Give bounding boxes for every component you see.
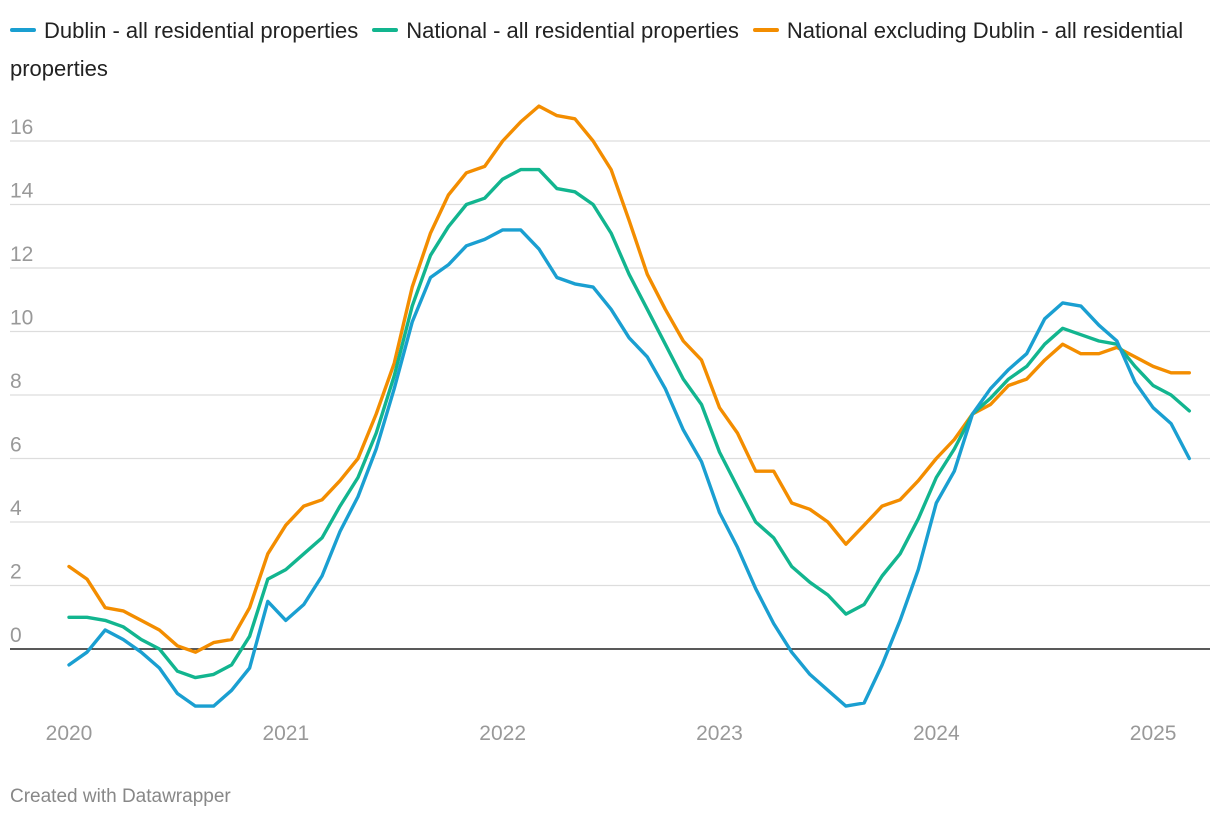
y-tick-label: 4 xyxy=(10,497,22,520)
series-line-0 xyxy=(67,228,1191,708)
series-line-1 xyxy=(67,167,1191,680)
x-tick-label: 2025 xyxy=(1130,722,1177,745)
y-tick-label: 8 xyxy=(10,370,22,393)
legend-label: National excluding Dublin - all resident… xyxy=(10,18,1184,81)
y-tick-label: 12 xyxy=(10,243,33,266)
y-tick-label: 2 xyxy=(10,561,22,584)
legend-label: Dublin - all residential properties xyxy=(44,18,359,43)
chart-legend: Dublin - all residential properties Natio… xyxy=(10,12,1210,88)
legend-item: National - all residential properties xyxy=(372,18,739,43)
legend-swatch xyxy=(372,28,399,33)
x-tick-label: 2022 xyxy=(479,722,526,745)
y-tick-label: 6 xyxy=(10,434,22,457)
legend-item: National excluding Dublin - all resident… xyxy=(10,18,1183,81)
legend-item: Dublin - all residential properties xyxy=(10,18,358,43)
x-tick-label: 2024 xyxy=(913,722,960,745)
legend-swatch xyxy=(10,28,36,33)
legend-swatch xyxy=(752,28,779,33)
y-tick-label: 16 xyxy=(10,116,33,139)
y-tick-label: 10 xyxy=(10,307,33,330)
x-tick-label: 2020 xyxy=(46,722,93,745)
credit-text: Created with Datawrapper xyxy=(10,786,231,807)
y-tick-label: 0 xyxy=(10,624,22,647)
legend-label: National - all residential properties xyxy=(406,18,739,43)
x-tick-label: 2021 xyxy=(262,722,309,745)
x-tick-label: 2023 xyxy=(696,722,743,745)
y-tick-label: 14 xyxy=(10,180,34,203)
series-line-2 xyxy=(67,104,1191,654)
